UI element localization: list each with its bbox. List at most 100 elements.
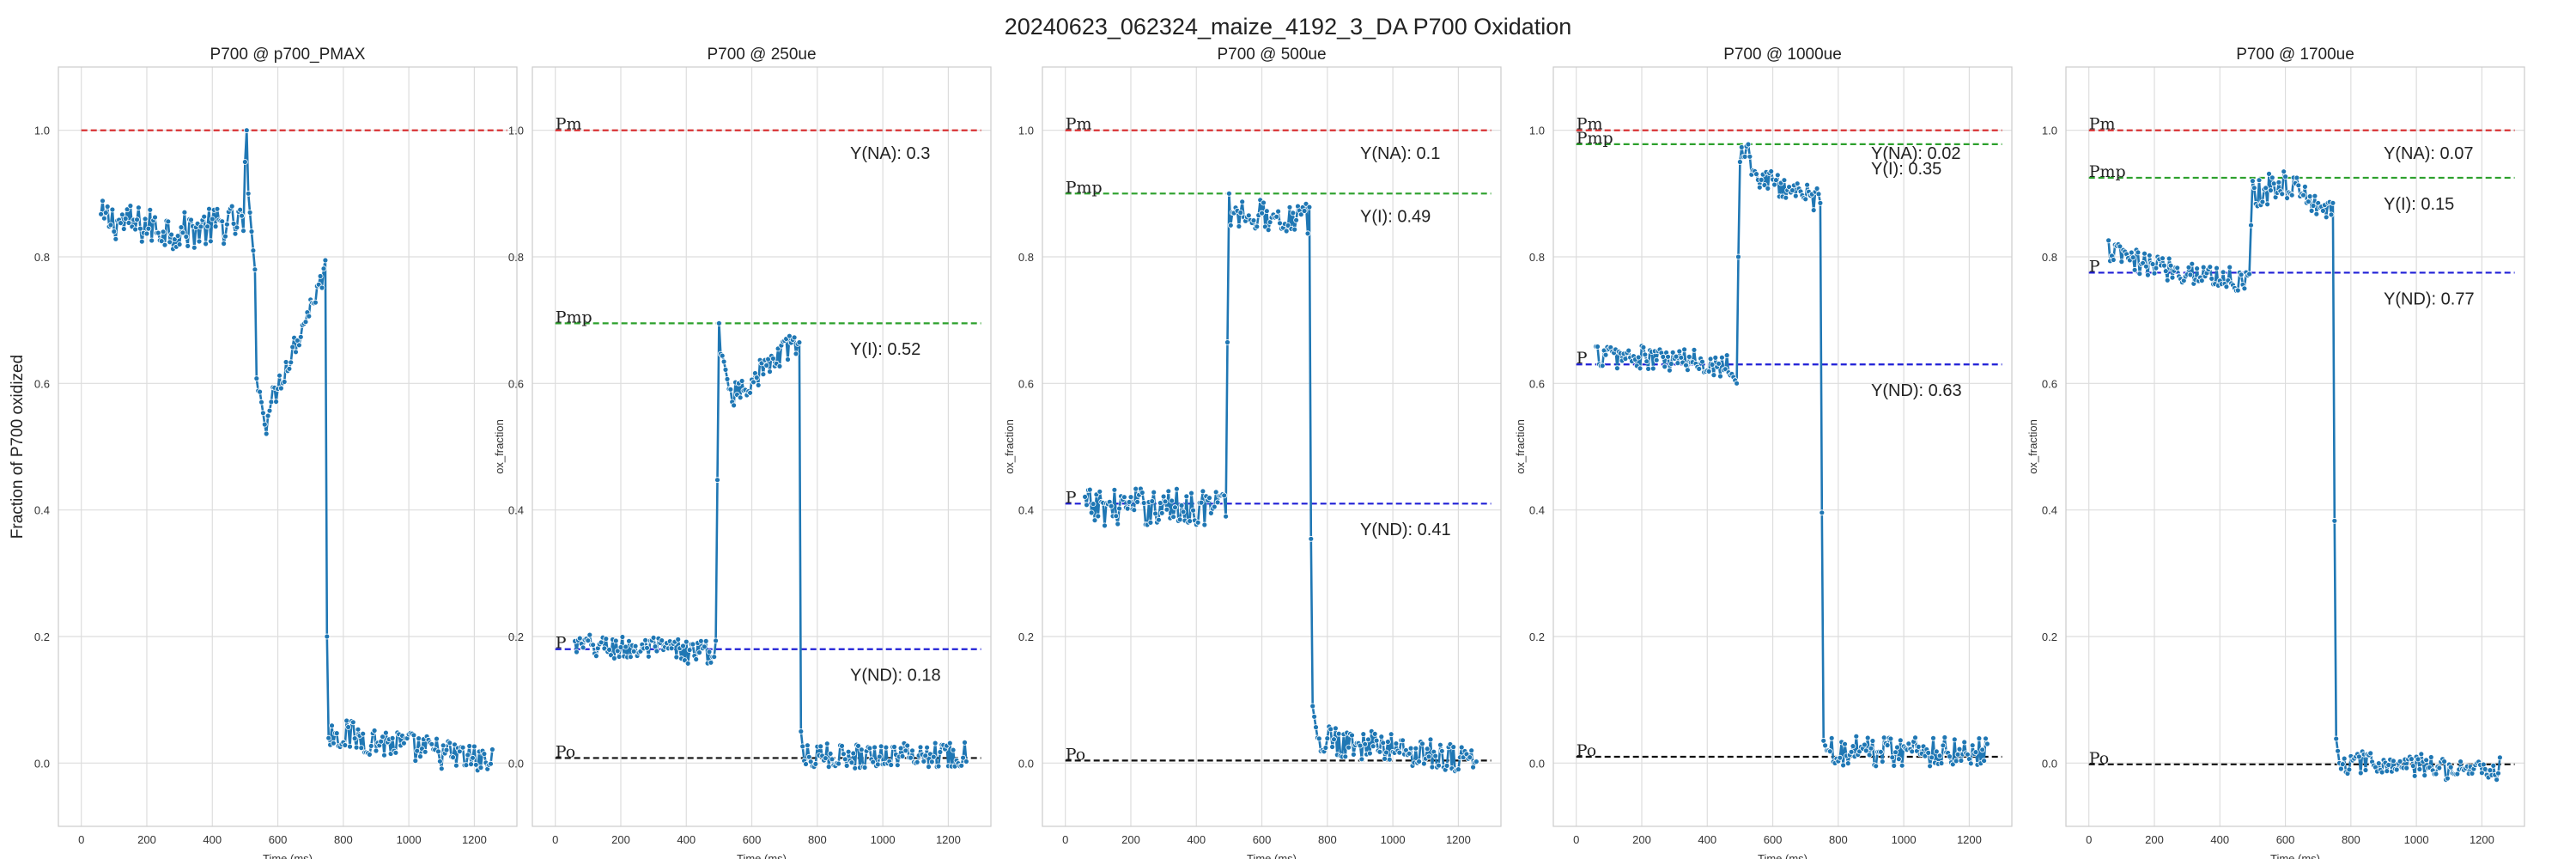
data-point xyxy=(698,637,704,644)
x-tick-label: 0 xyxy=(552,833,558,846)
data-point xyxy=(1643,358,1650,365)
x-axis-label: Time (ms) xyxy=(1758,852,1807,859)
data-point xyxy=(2339,761,2346,767)
panel-title: P700 @ p700_PMAX xyxy=(210,46,366,64)
data-point xyxy=(1349,732,1355,739)
data-point xyxy=(708,659,714,666)
data-point xyxy=(2251,185,2257,192)
data-point xyxy=(1388,731,1394,738)
data-point xyxy=(134,216,140,223)
data-point xyxy=(477,765,484,771)
data-point xyxy=(286,365,293,372)
data-point xyxy=(1157,500,1163,506)
y-tick-label: 0.4 xyxy=(508,504,524,517)
data-point xyxy=(2248,222,2254,228)
data-point xyxy=(2164,277,2171,283)
data-point xyxy=(1170,514,1176,521)
y-tick-label: 0.4 xyxy=(1529,504,1545,517)
data-point xyxy=(1239,198,1246,205)
data-point xyxy=(835,760,841,767)
data-point xyxy=(878,743,884,750)
data-point xyxy=(1438,747,1445,754)
data-point xyxy=(302,319,309,326)
data-point xyxy=(343,717,350,724)
data-point xyxy=(2313,210,2320,217)
data-point xyxy=(289,344,296,350)
data-point xyxy=(222,233,228,240)
data-point xyxy=(1772,177,1779,184)
x-tick-label: 1200 xyxy=(1446,833,1471,846)
data-point xyxy=(1951,736,1958,743)
data-point xyxy=(1669,349,1676,356)
data-point xyxy=(241,159,248,165)
data-point xyxy=(1685,367,1691,374)
data-point xyxy=(1738,143,1745,150)
data-point xyxy=(2308,207,2315,214)
panel-title: P700 @ 250ue xyxy=(707,46,816,64)
data-point xyxy=(2227,264,2233,271)
data-point xyxy=(295,342,302,349)
y-tick-label: 0.6 xyxy=(1529,377,1545,390)
x-tick-label: 0 xyxy=(1062,833,1068,846)
plot-area xyxy=(1552,66,2013,827)
data-point xyxy=(2411,772,2418,779)
data-point xyxy=(593,653,599,659)
data-point xyxy=(611,655,617,661)
data-point xyxy=(1455,766,1461,772)
data-point xyxy=(2144,271,2151,278)
data-point xyxy=(100,198,106,204)
data-point xyxy=(1261,199,1267,206)
data-point xyxy=(443,746,450,753)
data-point xyxy=(281,379,288,385)
data-point xyxy=(1625,347,1632,354)
y-tick-label: 0.0 xyxy=(1529,757,1545,770)
data-point xyxy=(870,758,877,765)
data-point xyxy=(1899,762,1905,769)
data-point xyxy=(917,744,924,751)
data-point xyxy=(2189,260,2196,267)
data-point xyxy=(1753,171,1759,178)
data-point xyxy=(1424,746,1431,752)
data-point xyxy=(2256,177,2263,184)
annotation-text: Y(I): 0.15 xyxy=(2384,195,2454,214)
data-point xyxy=(1200,488,1206,495)
data-point xyxy=(770,355,776,362)
data-point xyxy=(414,747,421,754)
y-axis-label: ox_fraction xyxy=(1003,419,1016,474)
data-point xyxy=(2333,735,2340,742)
data-point xyxy=(1915,744,1922,750)
data-point xyxy=(111,228,118,235)
data-point xyxy=(440,742,447,749)
data-point xyxy=(466,743,473,749)
data-point xyxy=(389,735,396,741)
data-point xyxy=(2269,174,2275,181)
data-point xyxy=(1891,763,1898,769)
data-point xyxy=(785,356,791,362)
data-point xyxy=(1884,742,1891,748)
data-point xyxy=(1111,486,1118,493)
data-point xyxy=(124,206,131,213)
data-point xyxy=(1927,763,1934,770)
data-point xyxy=(243,127,250,134)
data-point xyxy=(2241,285,2248,292)
data-point xyxy=(825,764,832,770)
data-point xyxy=(1313,724,1319,730)
reference-label: P xyxy=(1577,349,1588,368)
data-point xyxy=(1887,735,1894,742)
data-point xyxy=(127,203,134,210)
data-point xyxy=(1815,191,1822,198)
data-point xyxy=(137,225,143,232)
data-point xyxy=(1686,353,1692,360)
data-point xyxy=(1277,220,1283,227)
y-tick-label: 0.6 xyxy=(508,377,524,390)
data-point xyxy=(1407,745,1414,752)
data-point xyxy=(858,746,865,753)
data-point xyxy=(950,746,957,753)
plot-area xyxy=(58,66,518,827)
data-point xyxy=(2436,765,2443,771)
data-point xyxy=(1365,736,1371,743)
data-point xyxy=(1362,740,1369,747)
data-point xyxy=(204,223,211,230)
data-point xyxy=(614,648,621,655)
data-point xyxy=(908,754,914,761)
